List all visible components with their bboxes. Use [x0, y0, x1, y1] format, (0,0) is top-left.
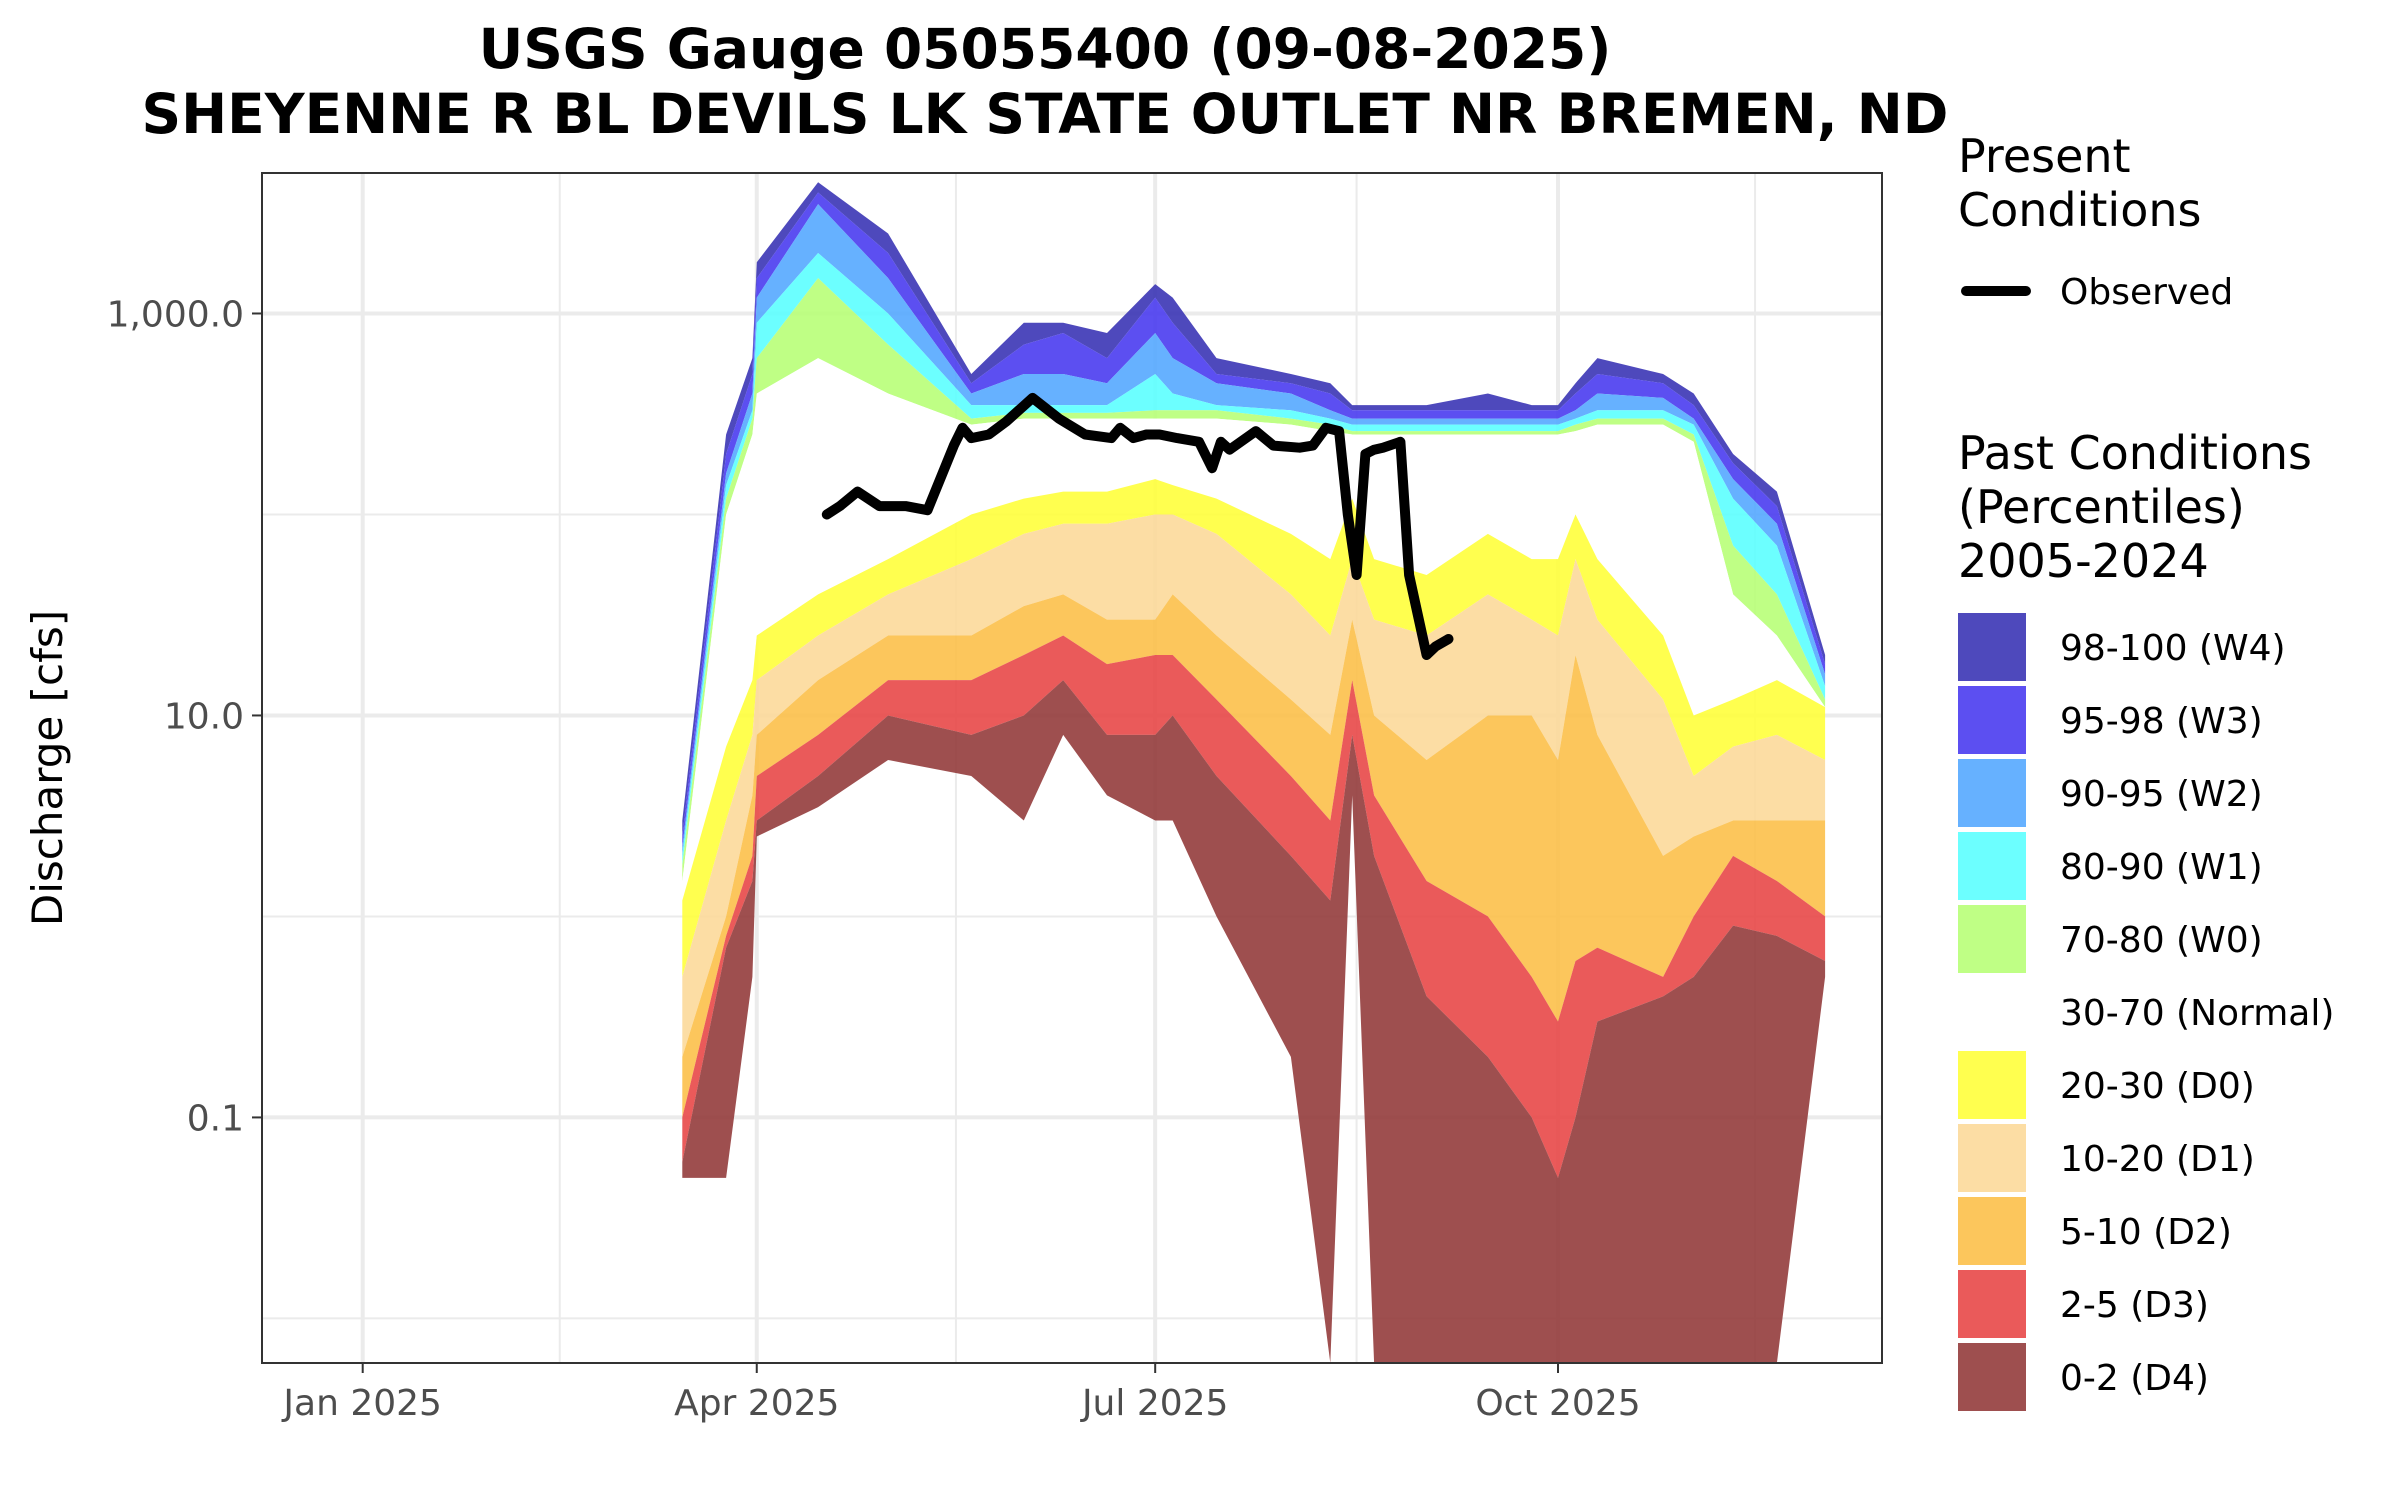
- band-w0: [682, 278, 1826, 882]
- y-tick-label: 10.0: [164, 696, 244, 737]
- legend-swatch: [1958, 905, 2026, 973]
- legend-band-label: 20-30 (D0): [2060, 1066, 2255, 1107]
- y-axis-title: Discharge [cfs]: [23, 610, 72, 926]
- legend-swatch: [1958, 759, 2026, 827]
- band-d4: [682, 680, 1826, 1363]
- percentile-bands: [682, 182, 1826, 1363]
- present-legend-title: Present: [1958, 129, 2131, 183]
- x-tick-label: Jan 2025: [281, 1383, 442, 1424]
- legend-band-label: 0-2 (D4): [2060, 1358, 2209, 1399]
- x-tick-label: Jul 2025: [1080, 1383, 1229, 1424]
- legend-band-label: 95-98 (W3): [2060, 701, 2263, 742]
- legend-swatch: [1958, 686, 2026, 754]
- x-tick-label: Oct 2025: [1475, 1383, 1640, 1424]
- legend-band-label: 30-70 (Normal): [2060, 993, 2334, 1034]
- legend-band-label: 5-10 (D2): [2060, 1212, 2232, 1253]
- y-tick-label: 0.1: [187, 1098, 244, 1139]
- band-w1: [682, 253, 1826, 866]
- legend-swatch: [1958, 613, 2026, 681]
- legend-band-label: 2-5 (D3): [2060, 1285, 2209, 1326]
- legend-swatch: [1958, 1270, 2026, 1338]
- observed-series: [821, 392, 1454, 660]
- band-d1: [682, 514, 1826, 1057]
- band-normal: [682, 358, 1826, 901]
- legend-band-label: 10-20 (D1): [2060, 1139, 2255, 1180]
- present-legend-title: Conditions: [1958, 183, 2201, 237]
- band-w2: [682, 204, 1826, 856]
- observed-legend-label: Observed: [2060, 272, 2233, 313]
- legend-band-label: 70-80 (W0): [2060, 920, 2263, 961]
- legend-band-label: 98-100 (W4): [2060, 628, 2286, 669]
- band-d3: [682, 635, 1826, 1178]
- axis-ticks: Jan 2025 Apr 2025 Jul 2025 Oct 2025 0.1 10.0 1…: [107, 294, 1641, 1424]
- observed-line: [821, 392, 1454, 660]
- past-legend-title: 2005-2024: [1958, 534, 2209, 588]
- band-d0: [682, 479, 1826, 977]
- legend-band-label: 90-95 (W2): [2060, 774, 2263, 815]
- chart-title: USGS Gauge 05055400 (09-08-2025): [479, 17, 1612, 81]
- legend-swatch: [1958, 832, 2026, 900]
- x-tick-label: Apr 2025: [674, 1383, 839, 1424]
- legend-swatch: [1958, 1343, 2026, 1411]
- past-legend-title: Past Conditions: [1958, 426, 2312, 480]
- legend-band-label: 80-90 (W1): [2060, 847, 2263, 888]
- legend-swatch: [1958, 1197, 2026, 1265]
- plot-border: [261, 172, 1883, 1364]
- legend-swatch: [1958, 1051, 2026, 1119]
- band-d2: [682, 594, 1826, 1118]
- legend-swatch: [1958, 1124, 2026, 1192]
- past-legend-title: (Percentiles): [1958, 480, 2245, 534]
- y-tick-label: 1,000.0: [107, 294, 244, 335]
- chart-subtitle: SHEYENNE R BL DEVILS LK STATE OUTLET NR …: [142, 82, 1949, 146]
